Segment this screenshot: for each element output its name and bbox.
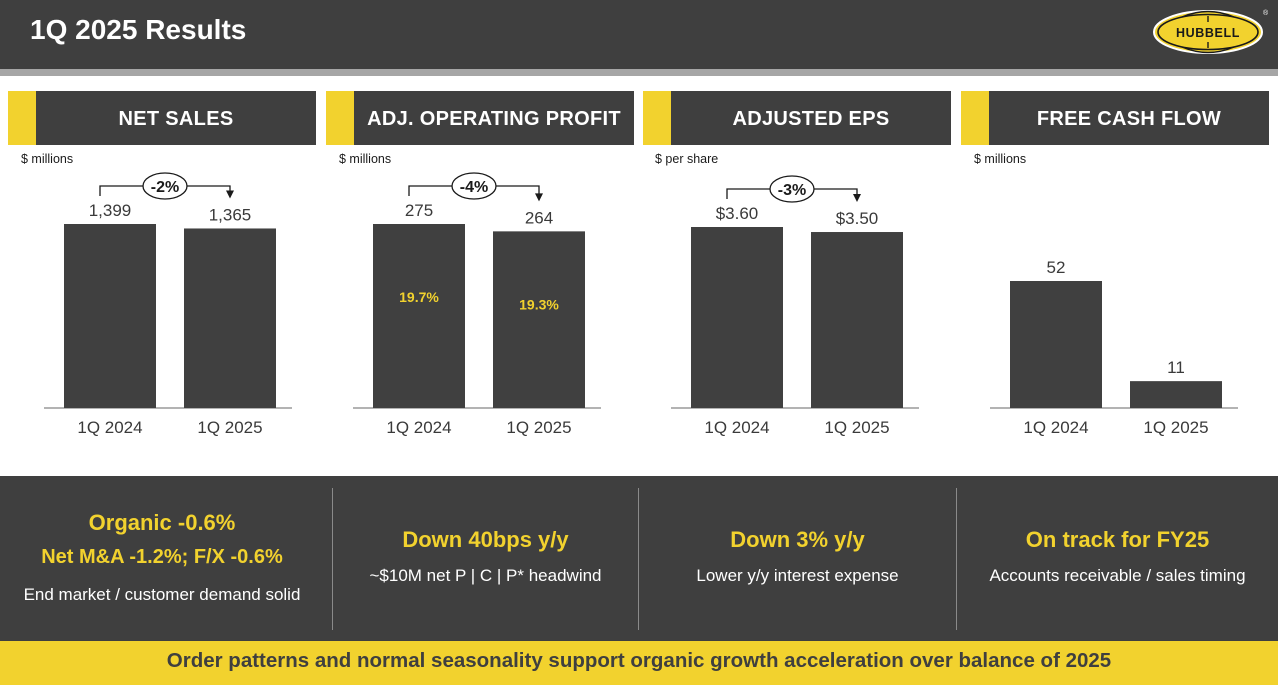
panel-accent <box>8 91 36 145</box>
category-label: 1Q 2024 <box>1023 418 1088 437</box>
bar <box>373 224 465 408</box>
footer-banner: Order patterns and normal seasonality su… <box>0 641 1278 685</box>
unit-label-fcf: $ millions <box>974 152 1027 166</box>
bar <box>811 232 903 408</box>
summary-fcf: On track for FY25 Accounts receivable / … <box>957 476 1278 641</box>
chart-fcf: 52 1Q 2024 11 1Q 2025 <box>990 258 1238 437</box>
panel-header-net-sales: NET SALES <box>8 91 316 145</box>
change-badge <box>769 175 815 203</box>
summary-headline: Down 3% y/y <box>730 527 865 552</box>
header-bar: 1Q 2025 Results <box>0 0 1278 69</box>
change-arrowhead <box>535 193 543 202</box>
category-label: 1Q 2024 <box>77 418 142 437</box>
bar-margin-label: 19.7% <box>399 289 439 305</box>
bar <box>691 227 783 408</box>
category-label: 1Q 2024 <box>386 418 451 437</box>
summary-eps: Down 3% y/y Lower y/y interest expense <box>639 476 956 641</box>
chart-net-sales: 1,399 1Q 2024 1,365 1Q 2025 -2% <box>44 172 292 437</box>
category-label: 1Q 2025 <box>824 418 889 437</box>
chart-eps: $3.60 1Q 2024 $3.50 1Q 2025 -3% <box>671 175 919 437</box>
unit-label-net-sales: $ millions <box>21 152 74 166</box>
summary-divider <box>332 488 333 630</box>
header-strip <box>0 69 1278 76</box>
panel-accent <box>961 91 989 145</box>
summary-divider <box>638 488 639 630</box>
summary-detail: ~$10M net P | C | P* headwind <box>369 566 602 585</box>
category-label: 1Q 2024 <box>704 418 769 437</box>
panel-header-eps: ADJUSTED EPS <box>643 91 951 145</box>
footer-text: Order patterns and normal seasonality su… <box>166 649 1112 672</box>
summary-net-sales: Organic -0.6% Net M&A -1.2%; F/X -0.6% E… <box>0 476 324 641</box>
change-label: -2% <box>151 179 179 196</box>
bar-value-label: 1,399 <box>89 201 132 220</box>
change-arrowhead <box>226 190 234 199</box>
unit-label-op-profit: $ millions <box>339 152 392 166</box>
summary-headline: On track for FY25 <box>1025 527 1210 552</box>
summary-headline-2: Net M&A -1.2%; F/X -0.6% <box>41 546 283 568</box>
panel-title-net-sales: NET SALES <box>118 108 234 130</box>
trademark-mark: ® <box>1263 9 1268 17</box>
unit-label-eps: $ per share <box>655 152 719 166</box>
panel-accent <box>326 91 354 145</box>
panel-accent <box>643 91 671 145</box>
page-title: 1Q 2025 Results <box>30 14 247 45</box>
bar-value-label: 275 <box>405 201 433 220</box>
bar-value-label: 1,365 <box>209 205 252 224</box>
bar-value-label: $3.50 <box>836 209 879 228</box>
panel-title-op-profit: ADJ. OPERATING PROFIT <box>367 108 621 130</box>
bar <box>1130 381 1222 408</box>
bar-value-label: 52 <box>1047 258 1066 277</box>
summary-detail: End market / customer demand solid <box>23 585 301 604</box>
panel-title-fcf: FREE CASH FLOW <box>1036 108 1222 130</box>
change-label: -4% <box>460 179 488 196</box>
change-badge <box>142 172 188 200</box>
chart-op-profit: 275 1Q 2024 19.7% 264 1Q 2025 19.3% -4% <box>353 172 601 437</box>
bar <box>184 228 276 408</box>
change-arrowhead <box>853 194 861 203</box>
category-label: 1Q 2025 <box>1143 418 1208 437</box>
summary-detail: Accounts receivable / sales timing <box>989 566 1246 585</box>
change-label: -3% <box>778 182 806 199</box>
summary-divider <box>956 488 957 630</box>
panel-title-eps: ADJUSTED EPS <box>732 108 890 130</box>
category-label: 1Q 2025 <box>506 418 571 437</box>
panel-header-op-profit: ADJ. OPERATING PROFIT <box>326 91 634 145</box>
bar-value-label: 264 <box>525 208 553 227</box>
logo-text: HUBBELL <box>1176 26 1240 40</box>
change-badge <box>451 172 497 200</box>
summary-band <box>0 476 1278 641</box>
bar-value-label: 11 <box>1167 358 1185 377</box>
summary-op-profit: Down 40bps y/y ~$10M net P | C | P* head… <box>333 476 638 641</box>
bar <box>493 231 585 408</box>
category-label: 1Q 2025 <box>197 418 262 437</box>
panel-header-fcf: FREE CASH FLOW <box>961 91 1269 145</box>
summary-detail: Lower y/y interest expense <box>696 566 899 585</box>
summary-headline: Organic -0.6% <box>88 510 236 535</box>
summary-headline: Down 40bps y/y <box>402 527 569 552</box>
bar <box>1010 281 1102 408</box>
bar-value-label: $3.60 <box>716 204 759 223</box>
hubbell-logo: HUBBELL ® <box>1153 9 1268 54</box>
bar-margin-label: 19.3% <box>519 296 559 312</box>
bar <box>64 224 156 408</box>
